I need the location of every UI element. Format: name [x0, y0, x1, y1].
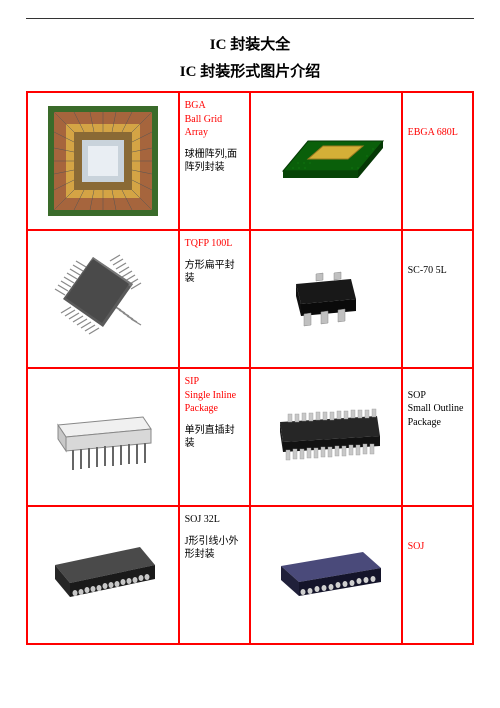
label-black: SC-70 5L: [408, 265, 447, 276]
sc70-icon: [271, 259, 381, 339]
img-cell-soj32: [27, 506, 179, 644]
img-cell-bga: [27, 92, 179, 230]
label-cell-sop: SOP Small Outline Package: [402, 368, 473, 506]
label-black: Package: [408, 417, 441, 428]
label-cell-soj: SOJ: [402, 506, 473, 644]
table-row: SOJ 32L J形引线小外形封装: [27, 506, 473, 644]
soj32-icon: [40, 535, 165, 615]
label-black: SOP: [408, 390, 426, 401]
label-black: 方形扁平封装: [185, 259, 244, 286]
img-cell-sip: [27, 368, 179, 506]
img-cell-tqfp: [27, 230, 179, 368]
label-red: SIP: [185, 376, 199, 387]
sip-icon: [43, 395, 163, 480]
horizontal-rule: [26, 18, 474, 19]
label-red: EBGA 680L: [408, 127, 458, 138]
ebga-icon: [263, 116, 388, 206]
soj-icon: [263, 538, 388, 613]
label-black: 单列直插封装: [185, 424, 244, 451]
label-black: SOJ 32L: [185, 514, 220, 525]
label-red: Single Inline: [185, 390, 236, 401]
label-black: Small Outline: [408, 403, 464, 414]
sop-icon: [262, 400, 390, 475]
label-red: TQFP 100L: [185, 238, 233, 249]
img-cell-sop: [250, 368, 402, 506]
bga-icon: [44, 102, 162, 220]
label-red: SOJ: [408, 541, 425, 552]
label-red: Package: [185, 403, 218, 414]
table-row: BGA Ball Grid Array 球栅阵列,面阵列封装: [27, 92, 473, 230]
label-black: 球栅阵列,面阵列封装: [185, 148, 244, 175]
label-cell-ebga: EBGA 680L: [402, 92, 473, 230]
label-cell-tqfp: TQFP 100L 方形扁平封装: [179, 230, 250, 368]
page-subtitle: IC 封装形式图片介绍: [26, 60, 474, 81]
package-table: BGA Ball Grid Array 球栅阵列,面阵列封装: [26, 91, 474, 645]
label-red: BGA: [185, 100, 206, 111]
img-cell-ebga: [250, 92, 402, 230]
label-black: J形引线小外形封装: [185, 535, 244, 562]
label-red: Ball Grid Array: [185, 114, 223, 139]
img-cell-sc70: [250, 230, 402, 368]
label-cell-sip: SIP Single Inline Package 单列直插封装: [179, 368, 250, 506]
table-row: SIP Single Inline Package 单列直插封装: [27, 368, 473, 506]
label-cell-soj32: SOJ 32L J形引线小外形封装: [179, 506, 250, 644]
img-cell-soj: [250, 506, 402, 644]
label-cell-bga: BGA Ball Grid Array 球栅阵列,面阵列封装: [179, 92, 250, 230]
tqfp-icon: [43, 249, 163, 349]
label-cell-sc70: SC-70 5L: [402, 230, 473, 368]
page-title: IC 封装大全: [26, 33, 474, 54]
table-row: TQFP 100L 方形扁平封装: [27, 230, 473, 368]
